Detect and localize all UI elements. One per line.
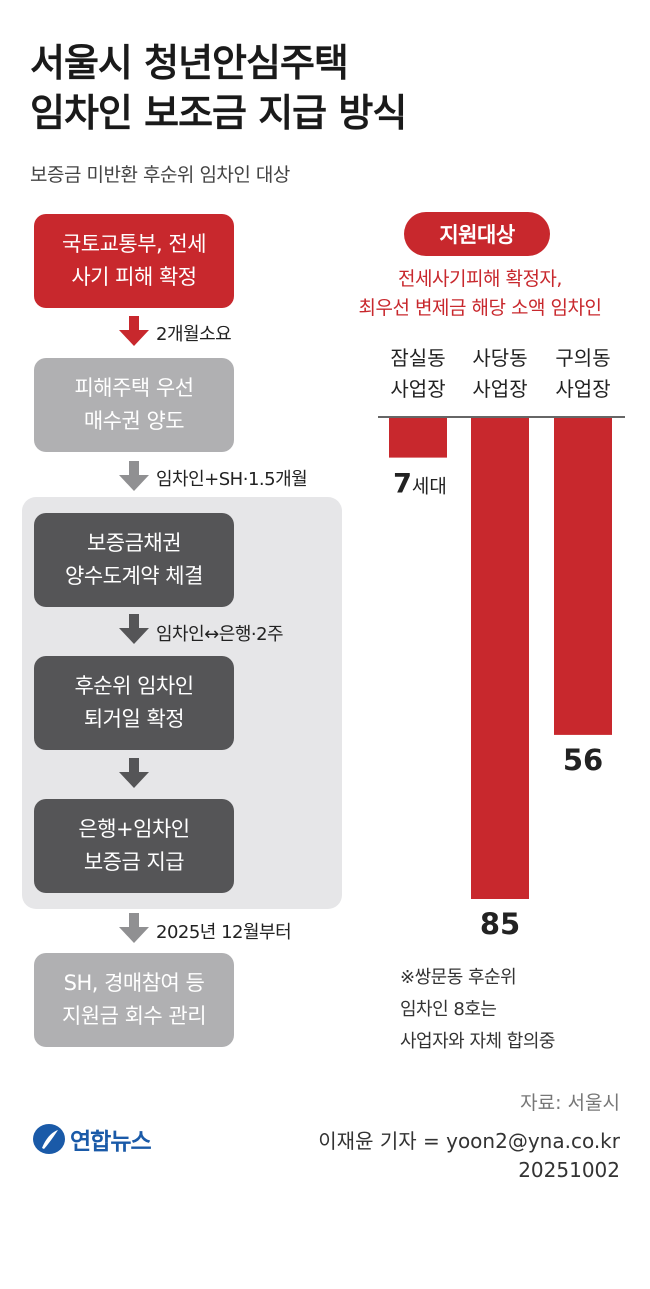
publish-date: 20251002	[518, 1158, 620, 1182]
flow-step-4: 후순위 임차인 퇴거일 확정	[34, 656, 234, 750]
category-label: 잠실동	[390, 346, 445, 370]
flow-step-1: 국토교통부, 전세 사기 피해 확정	[34, 214, 234, 308]
flow-arrow-label-2: 임차인+SH·1.5개월	[156, 469, 308, 490]
down-arrow-icon	[119, 316, 149, 346]
source-text: 자료: 서울시	[520, 1092, 620, 1114]
footnote: ※쌍문동 후순위 임차인 8호는 사업자와 자체 합의중	[400, 967, 555, 1052]
flow-arrow-label-3: 임차인↔은행·2주	[156, 624, 284, 645]
agency-logo: 연합뉴스	[32, 1122, 152, 1156]
title-line-2: 임차인 보조금 지급 방식	[30, 91, 407, 135]
flow-arrow-label-5: 2025년 12월부터	[156, 922, 292, 943]
category-label: 구의동	[555, 346, 610, 370]
bar	[389, 418, 447, 458]
target-badge: 지원대상	[404, 212, 550, 256]
reporter-credit: 이재윤 기자 = yoon2@yna.co.kr	[318, 1129, 620, 1153]
flow-step-2: 피해주택 우선 매수권 양도	[34, 358, 234, 452]
category-label: 사당동	[472, 346, 527, 370]
target-description: 전세사기피해 확정자, 최우선 변제금 해당 소액 임차인	[358, 268, 602, 319]
flow-arrow-label-1: 2개월소요	[156, 324, 232, 345]
down-arrow-icon	[119, 758, 149, 788]
title-line-1: 서울시 청년안심주택	[30, 41, 349, 85]
category-label: 사업장	[390, 377, 445, 401]
flow-step-3: 보증금채권 양수도계약 체결	[34, 513, 234, 607]
down-arrow-icon	[119, 461, 149, 491]
bar	[554, 418, 612, 735]
subtitle: 보증금 미반환 후순위 임차인 대상	[30, 164, 290, 186]
category-label: 사업장	[472, 377, 527, 401]
agency-logo-icon	[33, 1124, 65, 1154]
page-title: 서울시 청년안심주택 임차인 보조금 지급 방식	[30, 38, 407, 138]
down-arrow-icon	[119, 614, 149, 644]
credit-block: 이재윤 기자 = yoon2@yna.co.kr 20251002	[318, 1127, 620, 1185]
data-label: 7세대	[393, 469, 447, 500]
down-arrow-icon	[119, 913, 149, 943]
flow-step-6: SH, 경매참여 등 지원금 회수 관리	[34, 953, 234, 1047]
data-label: 56	[563, 743, 603, 777]
flow-step-5: 은행+임차인 보증금 지급	[34, 799, 234, 893]
agency-logo-text: 연합뉴스	[70, 1129, 152, 1155]
bar	[471, 418, 529, 899]
data-label: 85	[480, 907, 520, 941]
category-label: 사업장	[555, 377, 610, 401]
